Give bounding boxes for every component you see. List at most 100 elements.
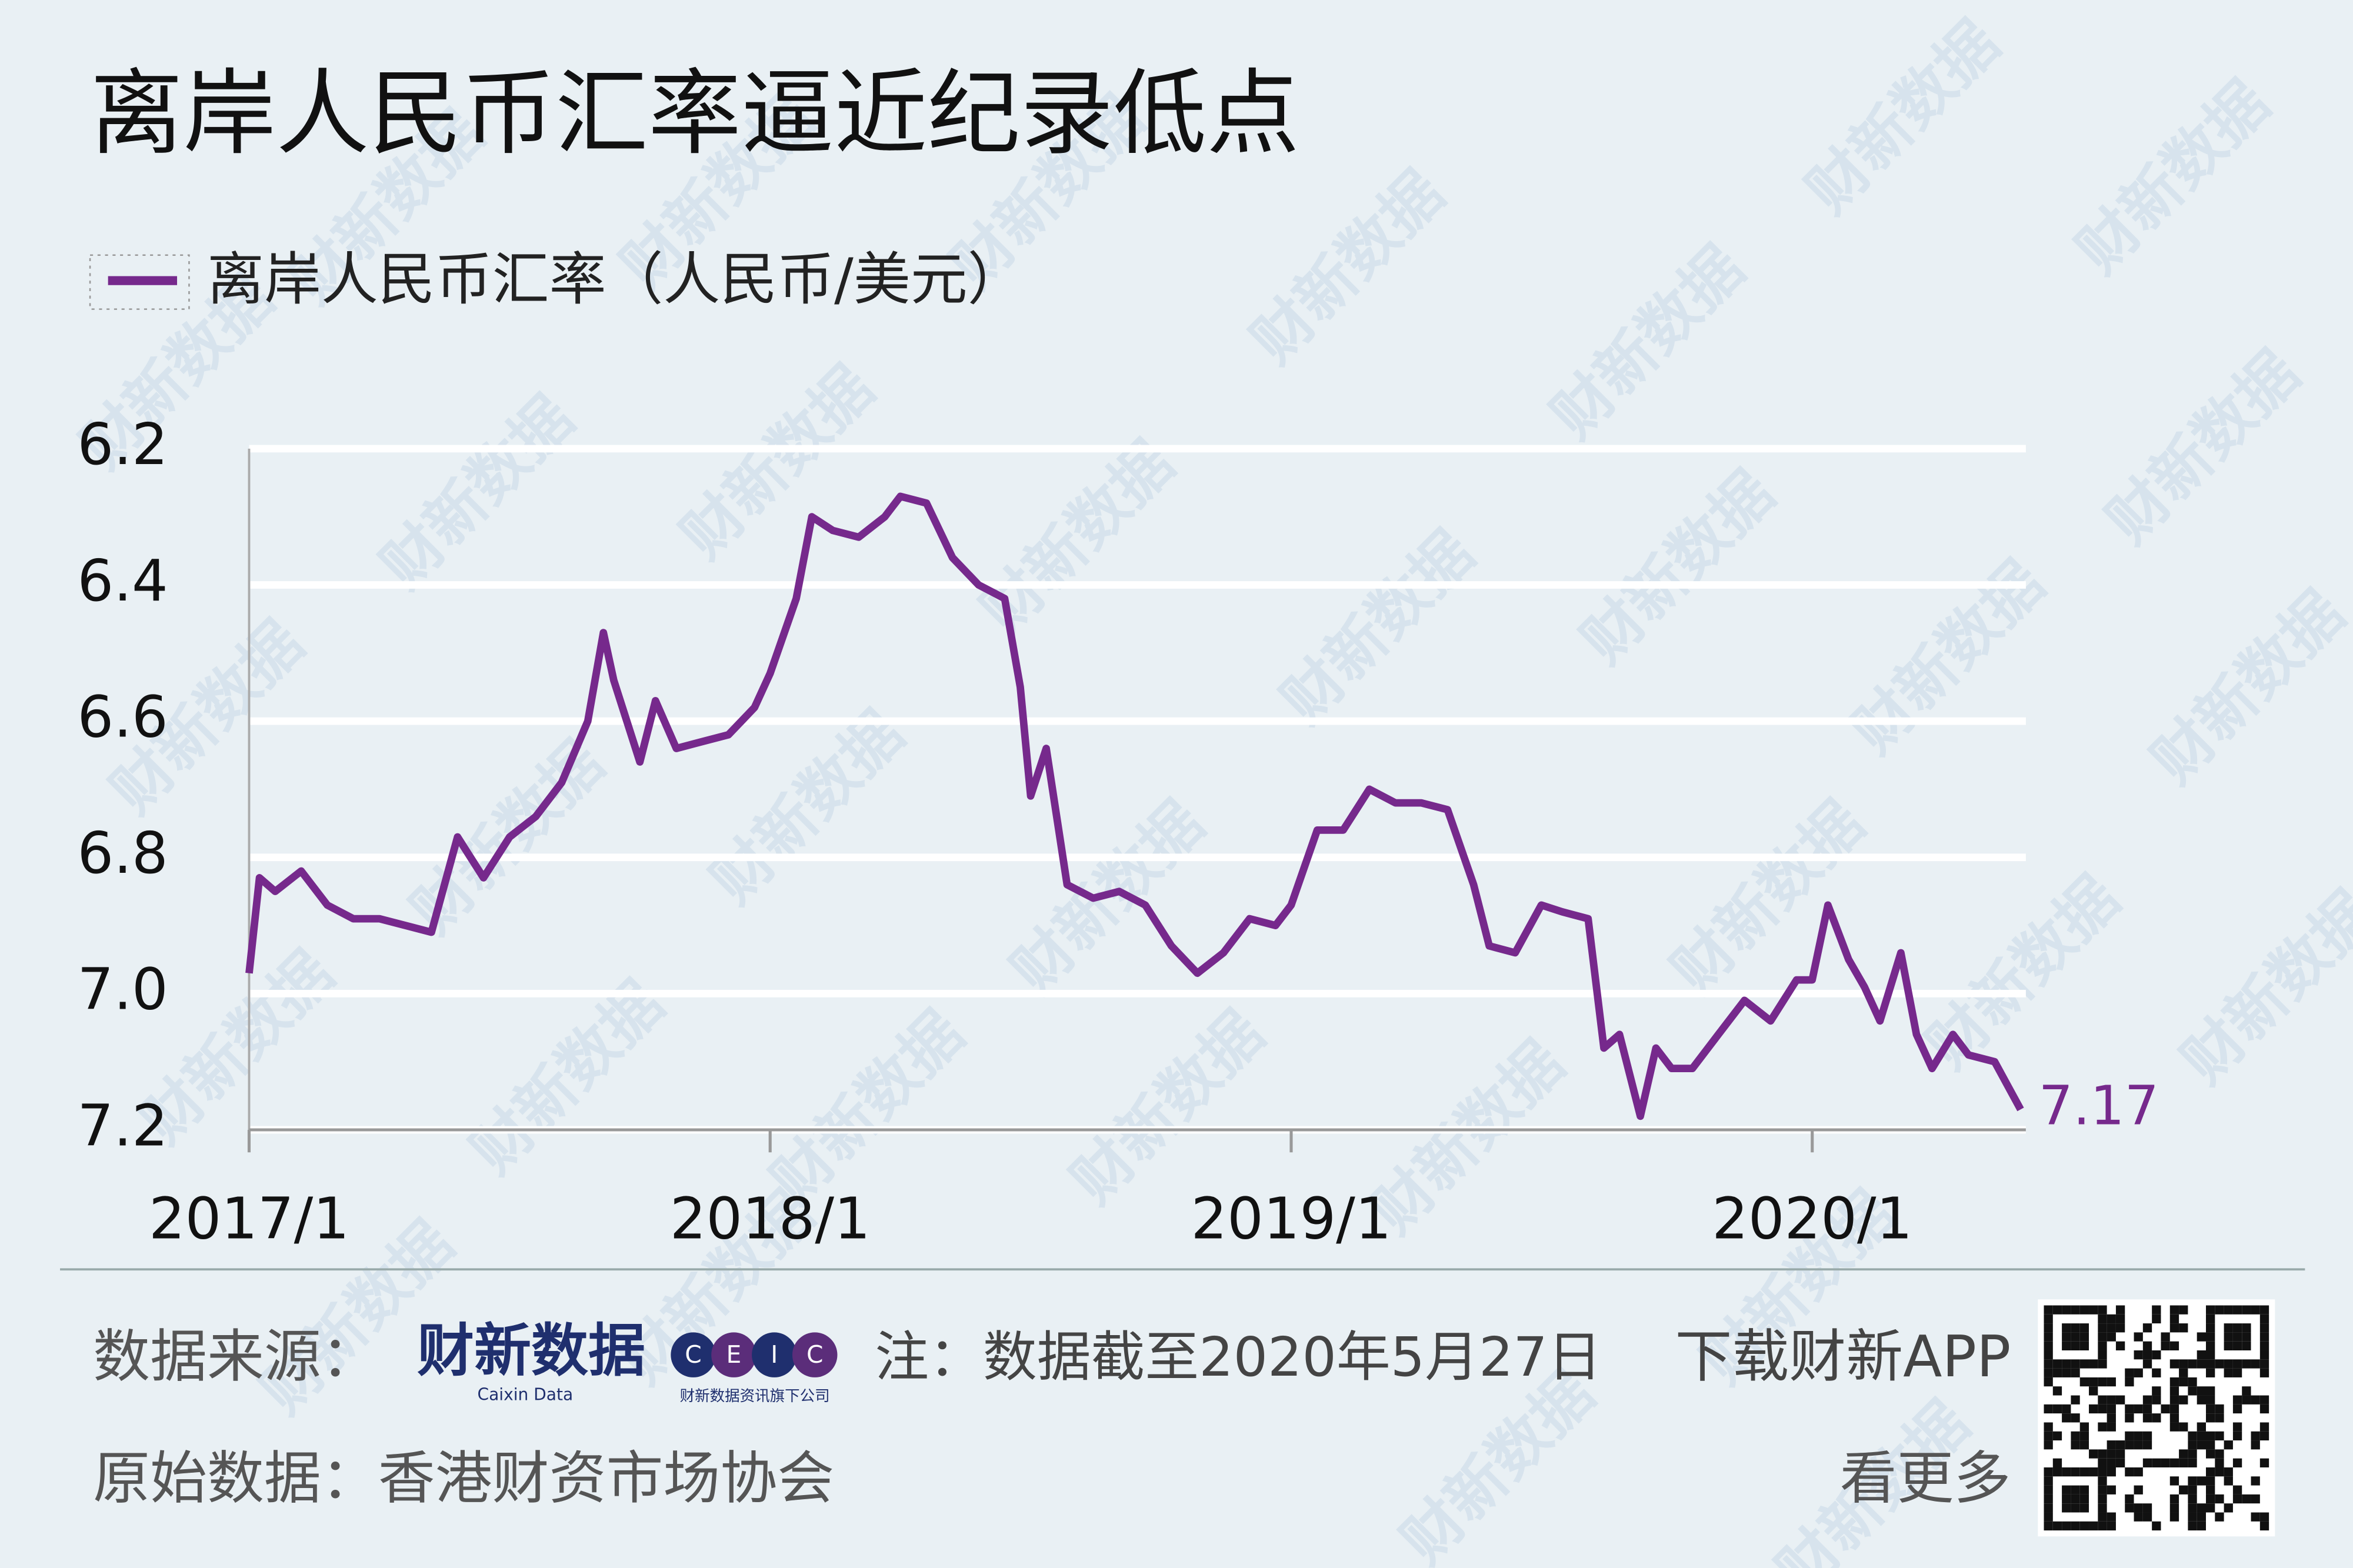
qr-cell [2242,1395,2251,1404]
qr-cell [2206,1503,2215,1513]
qr-cell [2062,1467,2071,1477]
qr-cell [2089,1305,2098,1315]
qr-cell [2242,1332,2251,1342]
qr-cell [2044,1512,2053,1522]
qr-cell [2107,1458,2116,1467]
x-tick-label: 2018/1 [670,1186,871,1252]
qr-cell [2125,1431,2134,1441]
qr-cell [2215,1449,2224,1459]
qr-cell [2044,1359,2053,1369]
qr-cell [2206,1395,2215,1404]
qr-cell [2169,1305,2179,1315]
qr-cell [2098,1323,2107,1333]
qr-cell [2259,1404,2269,1414]
qr-cell [2107,1395,2116,1404]
chart-title: 离岸人民币汇率逼近纪录低点 [90,60,1299,168]
qr-cell [2206,1332,2215,1342]
qr-cell [2224,1476,2233,1486]
qr-cell [2197,1332,2206,1342]
qr-cell [2071,1359,2080,1369]
qr-cell [2188,1431,2197,1441]
qr-cell [2152,1458,2161,1467]
qr-cell [2188,1476,2197,1486]
qr-cell [2079,1431,2089,1441]
qr-cell [2224,1359,2233,1369]
qr-cell [2161,1332,2170,1342]
qr-cell [2125,1404,2134,1414]
qr-cell [2098,1476,2107,1486]
qr-cell [2188,1512,2197,1522]
qr-cell [2161,1404,2170,1414]
qr-cell [2169,1323,2179,1333]
qr-cell [2079,1341,2089,1351]
y-tick-label: 6.8 [78,820,168,886]
qr-code [2038,1299,2275,1537]
qr-cell [2215,1467,2224,1477]
qr-cell [2079,1332,2089,1342]
qr-cell [2115,1395,2125,1404]
note: 注：数据截至2020年5月27日 [875,1326,1601,1389]
qr-cell [2188,1440,2197,1450]
logo-name: 财新数据 [417,1317,645,1384]
qr-cell [2142,1341,2152,1351]
qr-cell [2215,1305,2224,1315]
qr-cell [2251,1359,2260,1369]
qr-cell [2107,1323,2116,1333]
qr-cell [2142,1458,2152,1467]
qr-cell [2188,1458,2197,1467]
qr-cell [2142,1395,2152,1404]
qr-cell [2115,1440,2125,1450]
qr-cell [2044,1377,2053,1387]
qr-cell [2062,1494,2071,1504]
qr-cell [2206,1485,2215,1494]
qr-cell [2152,1305,2161,1315]
qr-cell [2169,1413,2179,1423]
qr-cell [2098,1350,2107,1360]
qr-cell [2062,1323,2071,1333]
qr-cell [2098,1377,2107,1387]
ceic-circle [671,1332,716,1377]
qr-cell [2107,1467,2116,1477]
qr-cell [2179,1422,2188,1432]
qr-cell [2232,1458,2242,1467]
qr-cell [2152,1350,2161,1360]
qr-cell [2179,1395,2188,1404]
qr-cell [2044,1440,2053,1450]
qr-cell [2161,1341,2170,1351]
series-line [245,492,2024,1120]
qr-cell [2115,1314,2125,1324]
qr-cell [2259,1422,2269,1432]
qr-cell [2259,1332,2269,1342]
qr-cell [2232,1368,2242,1377]
qr-cell [2098,1422,2107,1432]
qr-cell [2232,1494,2242,1504]
qr-cell [2044,1485,2053,1494]
qr-cell [2044,1467,2053,1477]
qr-cell [2259,1431,2269,1441]
qr-cell [2224,1467,2233,1477]
qr-cell [2206,1386,2215,1396]
qr-cell [2044,1332,2053,1342]
qr-cell [2044,1476,2053,1486]
qr-cell [2052,1521,2062,1531]
qr-cell [2188,1449,2197,1459]
qr-cell [2115,1341,2125,1351]
qr-cell [2089,1359,2098,1369]
qr-cell [2052,1386,2062,1396]
qr-cell [2169,1395,2179,1404]
qr-cell [2098,1494,2107,1504]
qr-cell [2134,1431,2143,1441]
qr-cell [2044,1494,2053,1504]
qr-cell [2044,1503,2053,1513]
qr-cell [2142,1440,2152,1450]
qr-cell [2062,1503,2071,1513]
qr-cell [2259,1395,2269,1404]
qr-cell [2188,1386,2197,1396]
qr-cell [2197,1395,2206,1404]
qr-cell [2197,1386,2206,1396]
qr-cell [2044,1431,2053,1441]
ceic-circle [792,1332,838,1377]
qr-cell [2224,1503,2233,1513]
